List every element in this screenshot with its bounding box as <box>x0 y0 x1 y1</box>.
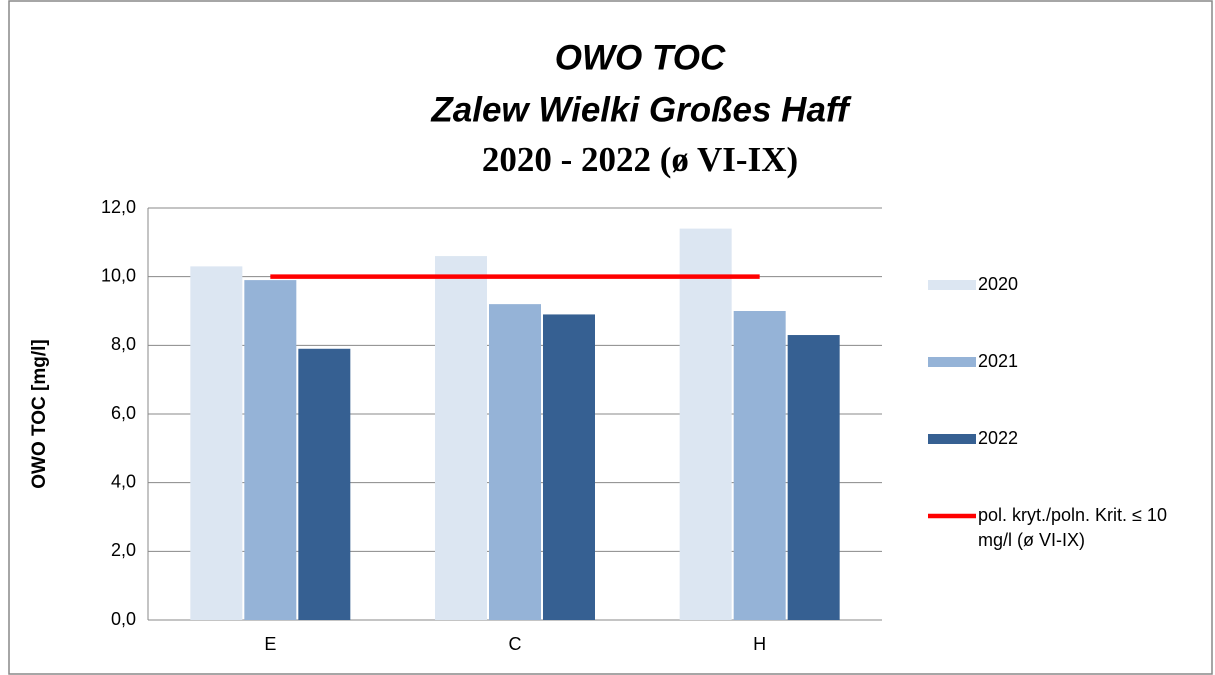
chart-border <box>8 0 1213 675</box>
legend-label: pol. kryt./poln. Krit. ≤ 10 mg/l (ø VI-I… <box>978 505 1167 550</box>
bar <box>787 335 840 620</box>
chart-subtitle: Zalew Wielki Großes Haff <box>430 90 852 129</box>
legend-swatch <box>928 280 976 290</box>
y-tick-label: 6,0 <box>111 403 136 423</box>
x-tick-label: C <box>509 634 522 654</box>
bar <box>435 256 487 620</box>
x-tick-label: E <box>264 634 276 654</box>
x-tick-label: H <box>753 634 766 654</box>
chart-title: OWO TOC <box>555 38 726 77</box>
bar <box>298 348 351 620</box>
bar <box>244 280 297 620</box>
y-tick-label: 4,0 <box>111 471 136 491</box>
legend-label: 2021 <box>978 351 1019 371</box>
y-tick-label: 8,0 <box>111 334 136 354</box>
legend-swatch <box>928 357 976 367</box>
y-tick-label: 0,0 <box>111 609 136 629</box>
y-tick-label: 2,0 <box>111 540 136 560</box>
y-tick-label: 10,0 <box>101 265 136 285</box>
legend-swatch <box>928 434 976 444</box>
legend-label: 2020 <box>978 274 1019 294</box>
bar <box>190 266 243 620</box>
y-tick-label: 12,0 <box>101 197 136 217</box>
chart-period: 2020 - 2022 (ø VI-IX) <box>482 140 798 179</box>
legend-label: 2022 <box>978 428 1019 448</box>
bar <box>543 314 595 620</box>
y-axis-label: OWO TOC [mg/l] <box>29 339 50 489</box>
bar <box>679 228 732 620</box>
bar <box>489 304 541 620</box>
bar <box>733 311 786 620</box>
